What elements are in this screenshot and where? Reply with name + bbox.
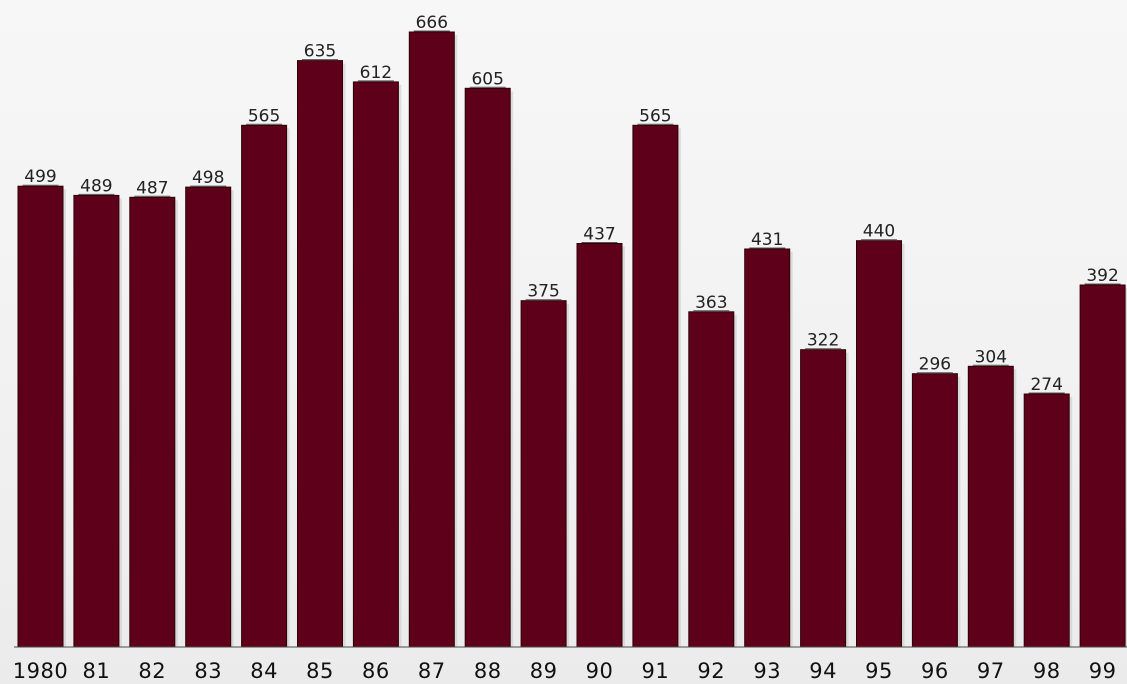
x-tick-label-91: 91 [642, 659, 670, 683]
bar-1980 [17, 185, 64, 648]
bar-96 [911, 373, 958, 648]
value-label-96: 296 [919, 355, 951, 375]
value-label-87: 666 [416, 13, 448, 33]
bar-89 [520, 300, 567, 648]
x-tick-label-89: 89 [530, 659, 558, 683]
bar-99 [1079, 284, 1126, 648]
x-axis-tick-labels: 1980 81 82 83 84 85 86 87 88 89 90 91 92 93 94 95 96 97 98… [13, 659, 1117, 683]
value-label-83: 498 [192, 168, 224, 188]
x-tick-label-85: 85 [306, 659, 334, 683]
value-label-88: 605 [471, 69, 503, 89]
x-tick-label-97: 97 [977, 659, 1005, 683]
value-label-92: 363 [695, 293, 727, 313]
bar-86 [352, 81, 399, 648]
value-label-85: 635 [304, 42, 336, 62]
x-tick-label-87: 87 [418, 659, 446, 683]
bar-83 [185, 186, 232, 648]
x-tick-label-94: 94 [809, 659, 837, 683]
bar-81 [73, 194, 120, 648]
value-label-89: 375 [527, 282, 559, 302]
value-label-81: 489 [80, 176, 112, 196]
x-tick-label-93: 93 [753, 659, 781, 683]
bar-97 [967, 365, 1014, 648]
bar-93 [744, 248, 791, 648]
bar-87 [408, 31, 455, 648]
bar-82 [129, 196, 176, 648]
x-tick-label-88: 88 [474, 659, 502, 683]
bar-94 [800, 349, 847, 648]
x-tick-label-81: 81 [83, 659, 111, 683]
bar-90 [576, 243, 623, 648]
x-tick-label-1980: 1980 [13, 659, 68, 683]
value-label-90: 437 [583, 225, 615, 245]
x-tick-label-83: 83 [194, 659, 222, 683]
x-tick-label-86: 86 [362, 659, 390, 683]
value-label-82: 487 [136, 178, 168, 198]
bar-95 [856, 240, 902, 648]
x-tick-label-98: 98 [1033, 659, 1061, 683]
value-labels-layer: 499 489 487 498 565 635 612 666 605 375 437 565 363 4… [22, 13, 1121, 395]
value-label-84: 565 [248, 106, 280, 126]
bar-88 [464, 87, 511, 648]
bar-98 [1023, 393, 1070, 648]
x-tick-label-90: 90 [586, 659, 614, 683]
value-label-86: 612 [360, 63, 392, 83]
bar-84 [241, 124, 288, 648]
bar-91 [632, 124, 679, 648]
x-tick-label-84: 84 [250, 659, 278, 683]
value-label-93: 431 [751, 230, 783, 250]
bar-92 [688, 311, 735, 648]
x-tick-label-92: 92 [697, 659, 725, 683]
value-label-98: 274 [1030, 375, 1062, 395]
value-label-1980: 499 [24, 167, 56, 187]
x-tick-label-99: 99 [1089, 659, 1117, 683]
value-label-91: 565 [639, 106, 671, 126]
x-tick-label-96: 96 [921, 659, 949, 683]
value-label-97: 304 [975, 347, 1007, 367]
bar-85 [297, 60, 343, 648]
value-label-95: 440 [863, 222, 895, 242]
value-label-99: 392 [1086, 266, 1118, 286]
x-tick-label-82: 82 [138, 659, 166, 683]
value-label-94: 322 [807, 331, 839, 351]
bars-layer [17, 31, 1127, 648]
x-tick-label-95: 95 [865, 659, 893, 683]
